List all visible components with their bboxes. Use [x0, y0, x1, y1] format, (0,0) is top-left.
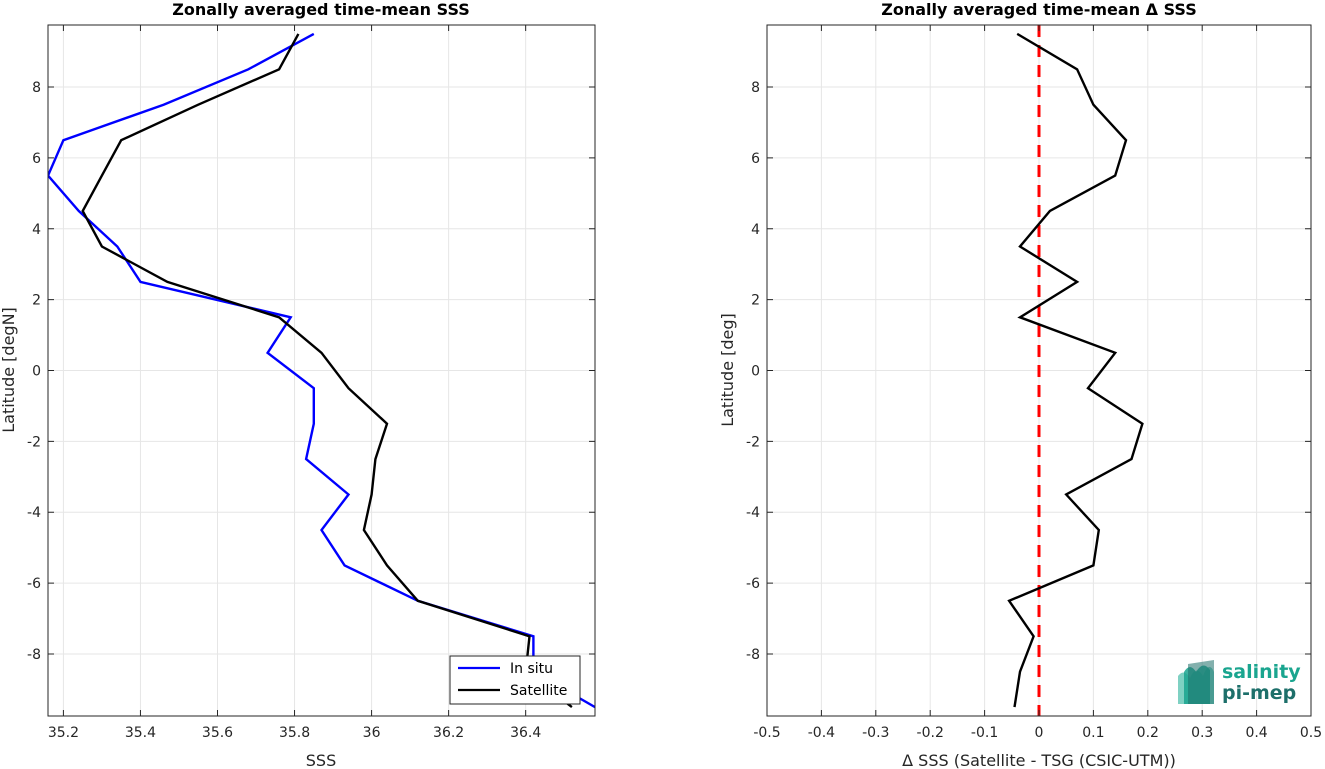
delta-title: Zonally averaged time-mean Δ SSS: [881, 0, 1197, 19]
y-tick-label: -4: [27, 505, 41, 521]
x-tick-label: -0.2: [917, 725, 944, 741]
logo-line1: salinity: [1222, 661, 1301, 683]
satellite-series-line: [81, 33, 573, 709]
y-tick-label: 0: [751, 364, 760, 380]
x-tick-label: 36.2: [433, 725, 464, 741]
y-tick-label: 0: [32, 364, 41, 380]
y-tick-label: 2: [751, 293, 760, 309]
x-tick-label: 35.2: [48, 725, 79, 741]
y-tick-label: -8: [27, 647, 41, 663]
x-tick-label: 0.2: [1137, 725, 1159, 741]
delta-ticks: -0.5 -0.4 -0.3 -0.2 -0.1 0 0.1 0.2 0.3 0.4 0.5 -8 -6…: [746, 25, 1322, 741]
sss-legend: In situ Satellite: [449, 655, 581, 705]
y-tick-label: 8: [751, 80, 760, 96]
y-tick-label: -6: [27, 576, 41, 592]
y-tick-label: 2: [32, 293, 41, 309]
x-tick-label: -0.5: [753, 725, 780, 741]
y-tick-label: 6: [751, 151, 760, 167]
legend-box: [449, 655, 581, 705]
legend-satellite-label: Satellite: [510, 683, 567, 699]
x-tick-label: 35.8: [279, 725, 310, 741]
x-tick-label: 0.3: [1191, 725, 1213, 741]
x-tick-label: 0.4: [1245, 725, 1267, 741]
y-tick-label: -4: [746, 505, 760, 521]
sss-ticks: 35.2 35.4 35.6 35.8 36 36.2 36.4 -8 -6 -4 -2 0 2 4 6 8: [27, 25, 595, 741]
sss-title: Zonally averaged time-mean SSS: [172, 0, 470, 19]
y-tick-label: -2: [746, 434, 760, 450]
legend-insitu-label: In situ: [510, 661, 553, 677]
delta-x-axis-label: Δ SSS (Satellite - TSG (CSIC-UTM)): [902, 751, 1176, 769]
x-tick-label: 0.5: [1300, 725, 1322, 741]
x-tick-label: 36: [363, 725, 381, 741]
x-tick-label: 35.4: [125, 725, 156, 741]
y-tick-label: 6: [32, 151, 41, 167]
y-tick-label: 4: [32, 222, 41, 238]
delta-sss-panel: -0.5 -0.4 -0.3 -0.2 -0.1 0 0.1 0.2 0.3 0.4 0.5 -8 -6…: [718, 0, 1322, 769]
y-tick-label: -2: [27, 434, 41, 450]
sss-grid: [48, 25, 595, 716]
sss-series-lines: [48, 32, 595, 709]
logo-line2: pi-mep: [1222, 682, 1296, 704]
y-tick-label: -8: [746, 647, 760, 663]
x-tick-label: 0: [1035, 725, 1044, 741]
x-tick-label: -0.3: [862, 725, 889, 741]
sss-profile-panel: 35.2 35.4 35.6 35.8 36 36.2 36.4-8-6-4-202468 …: [0, 0, 596, 769]
sss-y-axis-label: Latitude [degN]: [0, 307, 18, 433]
x-tick-label: -0.1: [971, 725, 998, 741]
sss-x-axis-label: SSS: [306, 751, 336, 769]
delta-y-axis-label: Latitude [deg]: [718, 313, 737, 427]
x-tick-label: 0.1: [1082, 725, 1104, 741]
x-tick-label: 35.6: [202, 725, 233, 741]
x-tick-label: 36.4: [510, 725, 541, 741]
delta-series-line: [1007, 32, 1144, 708]
salinity-pi-mep-logo: salinity pi-mep: [1178, 660, 1301, 704]
x-tick-label: -0.4: [808, 725, 835, 741]
in-situ-series-line: [48, 32, 595, 709]
y-tick-label: 4: [751, 222, 760, 238]
delta-series-lines: [1007, 32, 1144, 708]
y-tick-label: 8: [32, 80, 41, 96]
logo-wave-icon: [1178, 660, 1214, 704]
y-tick-label: -6: [746, 576, 760, 592]
